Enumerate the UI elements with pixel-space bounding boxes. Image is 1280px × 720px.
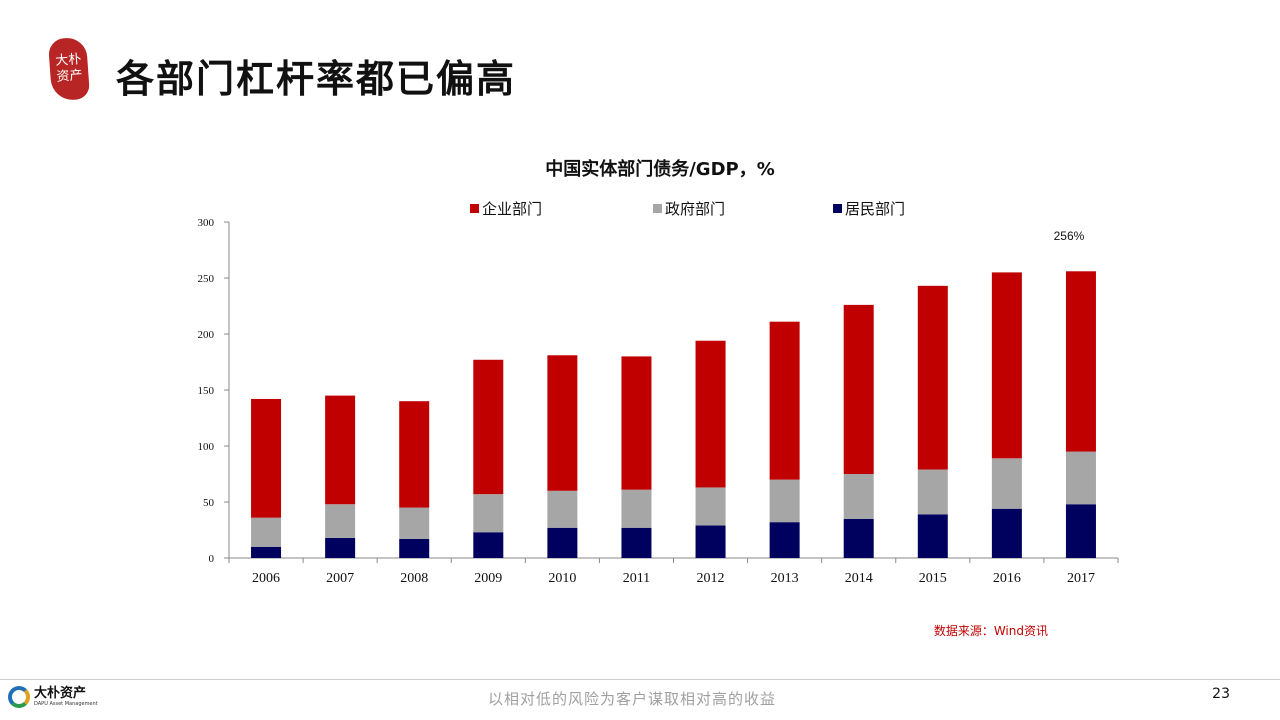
bar-segment [473, 359, 504, 495]
bar-segment [769, 522, 800, 558]
y-tick-label: 0 [209, 553, 215, 565]
page-number: 23 [1212, 686, 1230, 702]
bar-segment [251, 546, 282, 558]
bar-segment [325, 537, 356, 558]
y-tick-label: 300 [198, 217, 215, 229]
bar-segment [251, 517, 282, 547]
x-tick-label: 2012 [697, 571, 725, 586]
footer-brand-english: DAPU Asset Management [34, 701, 98, 707]
ring-logo-icon [8, 686, 30, 708]
x-tick-label: 2010 [548, 571, 576, 586]
footer-slogan: 以相对低的风险为客户谋取相对高的收益 [487, 690, 776, 708]
legend-swatch-government [653, 204, 662, 213]
footer-brand-name: 大朴资产 [34, 686, 87, 701]
x-tick-label: 2016 [993, 571, 1021, 586]
page-title: 各部门杠杆率都已偏高 [116, 56, 517, 101]
legend-swatch-corporate [470, 204, 479, 213]
bar-segment [991, 508, 1022, 558]
legend-item-corporate: 企业部门 [470, 198, 653, 219]
bar-segment [917, 469, 948, 515]
y-tick-label: 50 [203, 497, 215, 509]
bar-segment [1065, 451, 1096, 505]
bar-segment [695, 525, 726, 558]
bar-segment [769, 321, 800, 480]
x-tick-label: 2014 [845, 571, 873, 586]
bar-segment [1065, 271, 1096, 452]
bar-segment [695, 340, 726, 488]
bar-segment [843, 304, 874, 474]
footer-brand: 大朴资产 DAPU Asset Management [34, 686, 98, 708]
legend-item-household: 居民部门 [833, 198, 905, 219]
legend-label-government: 政府部门 [665, 200, 726, 218]
x-tick-label: 2009 [474, 571, 502, 586]
bar-segment [399, 538, 430, 558]
bar-segment [843, 518, 874, 558]
bar-segment [621, 356, 652, 490]
bar-segment [917, 285, 948, 470]
bar-segment [621, 527, 652, 558]
bar-segment [473, 532, 504, 558]
x-tick-label: 2011 [623, 571, 650, 586]
y-tick-label: 150 [198, 385, 215, 397]
legend-label-household: 居民部门 [845, 200, 906, 218]
bar-segment [769, 479, 800, 523]
source-note: 数据来源：Wind资讯 [933, 624, 1048, 638]
bar-segment [473, 494, 504, 533]
bar-segment [843, 474, 874, 519]
bar-segment [991, 272, 1022, 459]
x-tick-label: 2013 [771, 571, 799, 586]
y-tick-label: 100 [198, 441, 215, 453]
bar-segment [917, 514, 948, 558]
x-tick-label: 2008 [400, 571, 428, 586]
data-label-annotation: 256% [1054, 229, 1085, 243]
y-tick-label: 200 [198, 329, 215, 341]
x-tick-label: 2007 [326, 571, 354, 586]
bar-segment [325, 395, 356, 505]
bar-segment [399, 507, 430, 539]
bar-segment [547, 355, 578, 491]
bar-segment [1065, 504, 1096, 558]
bar-segment [547, 490, 578, 528]
x-tick-label: 2006 [252, 571, 280, 586]
footer-logo: 大朴资产 DAPU Asset Management [8, 686, 98, 708]
bar-segment [695, 487, 726, 526]
bar-segment [251, 398, 282, 518]
x-tick-label: 2015 [919, 571, 947, 586]
bar-segment [325, 504, 356, 538]
chart-title: 中国实体部门债务/GDP，% [545, 159, 775, 180]
legend-item-government: 政府部门 [653, 198, 833, 219]
bar-segment [621, 489, 652, 528]
x-tick-label: 2017 [1067, 571, 1095, 586]
legend-swatch-household [833, 204, 842, 213]
bar-segment [547, 527, 578, 558]
bar-segment [399, 401, 430, 508]
legend-label-corporate: 企业部门 [482, 200, 543, 218]
bar-segment [991, 458, 1022, 509]
footer-divider [0, 679, 1280, 680]
chart-legend: 企业部门 政府部门 居民部门 [470, 198, 905, 219]
y-tick-label: 250 [198, 273, 215, 285]
